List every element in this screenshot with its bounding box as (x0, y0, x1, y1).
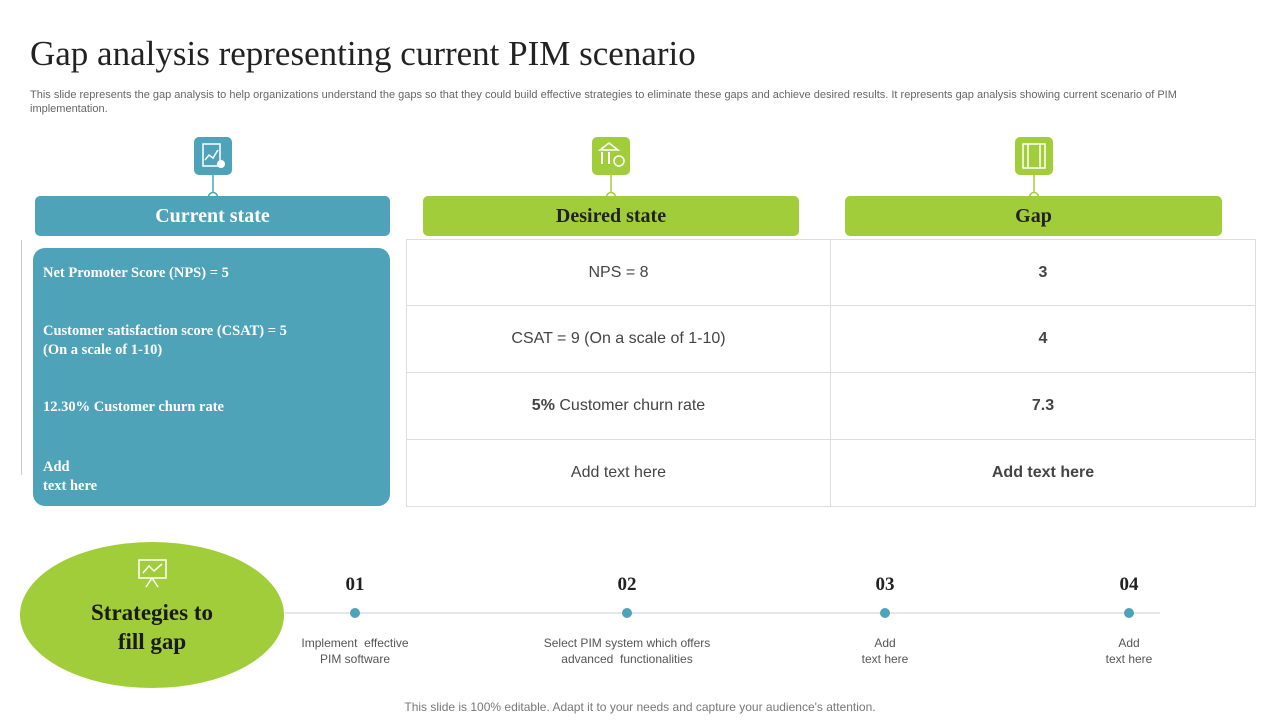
strategies-line: fill gap (117, 629, 187, 654)
column-header: Desired state (423, 196, 799, 236)
table-cell: 4 (831, 306, 1256, 373)
step-line: Implement effective (301, 636, 409, 650)
table-cell: Add text here (831, 440, 1256, 507)
table-cell: 3 (831, 239, 1256, 306)
current-item: Customer satisfaction score (CSAT) = 5 (O… (43, 322, 373, 360)
step-number: 03 (875, 574, 895, 595)
icons (194, 137, 1053, 203)
step-number: 02 (617, 574, 637, 595)
cell-text: NPS = 8 (588, 263, 649, 281)
current-line: Net Promoter Score (NPS) = 5 (43, 265, 229, 281)
table-cell: NPS = 8 (406, 239, 831, 306)
cell-text: Add text here (570, 464, 667, 481)
current-item: 12.30% Customer churn rate (43, 398, 373, 417)
cell-text: 4 (1038, 330, 1048, 347)
step-dot (880, 608, 890, 618)
strategies-line: Strategies to (91, 600, 213, 625)
step-text: Add text here (1019, 635, 1239, 667)
table-cell: 7.3 (831, 373, 1256, 440)
cell-text: Customer churn rate (554, 397, 706, 414)
gap-table: NPS = 8 3 CSAT = 9 (On a scale of 1-10) 4 5%… (406, 239, 1256, 507)
current-line: Add (43, 459, 70, 475)
current-item: Add text here (43, 458, 373, 496)
strategies-graphic (20, 542, 1160, 688)
title: Gap analysis representing current PIM sc… (30, 34, 696, 73)
table-cell: Add text here (406, 440, 831, 507)
current-line: (On a scale of 1-10) (43, 342, 163, 358)
step-dot (350, 608, 360, 618)
step-dot (622, 608, 632, 618)
current-line: Customer satisfaction score (CSAT) = 5 (43, 323, 287, 339)
current-state-panel: Net Promoter Score (NPS) = 5 Customer sat… (33, 248, 390, 506)
step-text: Select PIM system which offers advanced f… (517, 635, 737, 667)
current-item: Net Promoter Score (NPS) = 5 (43, 264, 373, 283)
step-text: Add text here (775, 635, 995, 667)
step-line: text here (1105, 652, 1153, 666)
cell-bold: 5% (531, 397, 555, 414)
step-number: 01 (345, 574, 365, 595)
step-line: PIM software (319, 652, 391, 666)
footer: This slide is 100% editable. Adapt it to… (404, 700, 876, 714)
step-line: Add (1118, 636, 1140, 650)
step-line: text here (861, 652, 909, 666)
step-text: Implement effective PIM software (245, 635, 465, 667)
current-line: 12.30% Customer churn rate (43, 399, 224, 415)
step-line: Add (874, 636, 896, 650)
column-header: Gap (845, 196, 1222, 236)
step-number: 04 (1119, 574, 1139, 595)
column-header: Current state (35, 196, 390, 236)
step-line: Select PIM system which offers (543, 636, 711, 650)
cell-text: Add text here (991, 464, 1095, 481)
strategies-icon (138, 559, 167, 588)
table-cell: 5% Customer churn rate (406, 373, 831, 440)
cell-text: 7.3 (1031, 397, 1055, 414)
table-cell: CSAT = 9 (On a scale of 1-10) (406, 306, 831, 373)
cell-text: 3 (1038, 263, 1048, 281)
icon-desired (592, 137, 630, 203)
side-rule (21, 240, 22, 475)
subtitle: This slide represents the gap analysis t… (30, 89, 1177, 115)
cell-text: CSAT = 9 (On a scale of 1-10) (511, 330, 726, 347)
step-dot (1124, 608, 1134, 618)
step-line: advanced functionalities (561, 652, 693, 666)
icon-current (194, 137, 232, 203)
strategies-ellipse (20, 542, 284, 688)
current-line: text here (43, 478, 98, 494)
strategies-title: Strategies to fill gap (42, 598, 262, 656)
icon-gap (1015, 137, 1053, 203)
